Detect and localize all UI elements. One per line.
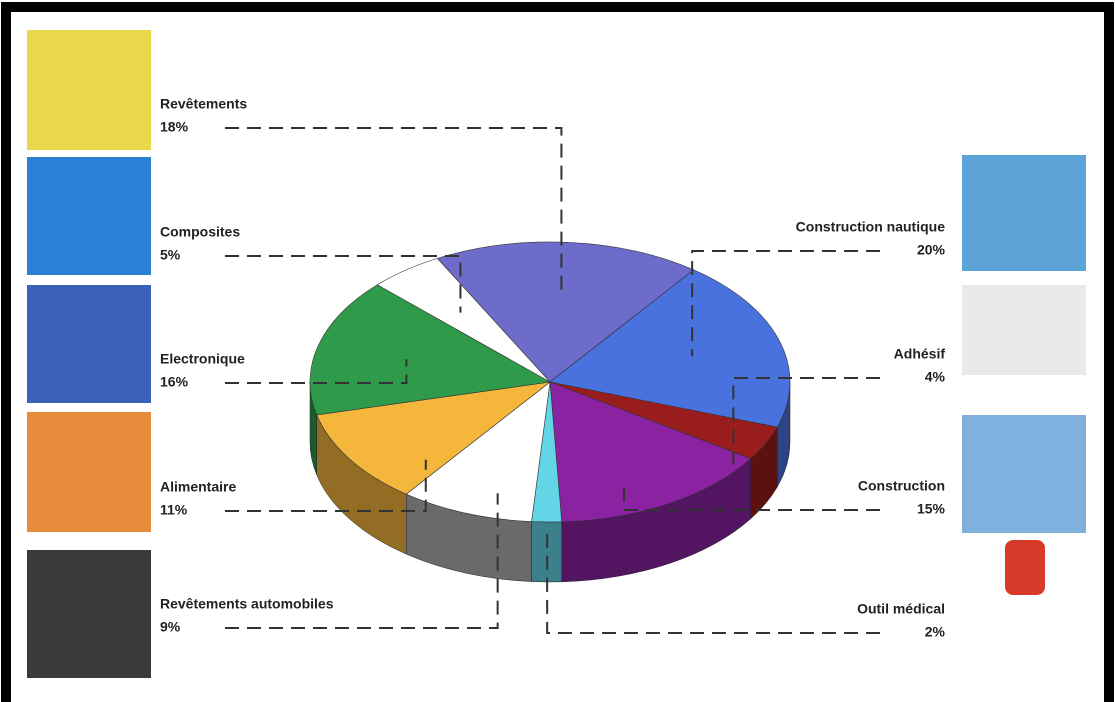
category-label: Outil médical <box>857 601 945 617</box>
photo <box>962 415 1086 533</box>
leader-line <box>225 459 427 512</box>
category-label: Revêtements <box>160 96 247 112</box>
category-label: Construction nautique <box>796 219 946 235</box>
value-label: 16% <box>160 374 189 390</box>
value-label: 11% <box>160 502 188 518</box>
value-label: 2% <box>925 624 946 640</box>
photo <box>27 30 151 150</box>
photo <box>27 285 151 403</box>
category-label: Composites <box>160 224 240 240</box>
photo <box>1005 540 1045 595</box>
value-label: 15% <box>917 501 946 517</box>
category-label: Revêtements automobiles <box>160 596 334 612</box>
photo <box>962 285 1086 375</box>
leader-line <box>225 493 499 629</box>
leader-line <box>546 530 880 634</box>
slice-side <box>531 521 562 583</box>
slice <box>316 381 552 495</box>
leader-line <box>732 377 880 465</box>
value-label: 18% <box>160 119 189 135</box>
category-label: Electronique <box>160 351 245 367</box>
slice <box>376 258 551 383</box>
leader-line <box>622 487 880 511</box>
photos <box>27 30 1086 678</box>
slice <box>436 241 695 383</box>
photo <box>27 412 151 532</box>
leader-line <box>225 127 563 296</box>
value-label: 5% <box>160 247 181 263</box>
slice <box>549 381 752 523</box>
category-label: Construction <box>858 478 945 494</box>
category-label: Alimentaire <box>160 479 236 495</box>
value-label: 4% <box>925 369 946 385</box>
slice <box>549 269 791 428</box>
leader-line <box>691 250 880 357</box>
photo <box>962 155 1086 271</box>
category-label: Adhésif <box>894 346 946 362</box>
slice <box>405 381 551 522</box>
value-label: 9% <box>160 619 181 635</box>
value-label: 20% <box>917 242 946 258</box>
leader-line <box>225 359 408 384</box>
photo <box>27 157 151 275</box>
leader-line <box>225 255 462 313</box>
photo <box>27 550 151 678</box>
